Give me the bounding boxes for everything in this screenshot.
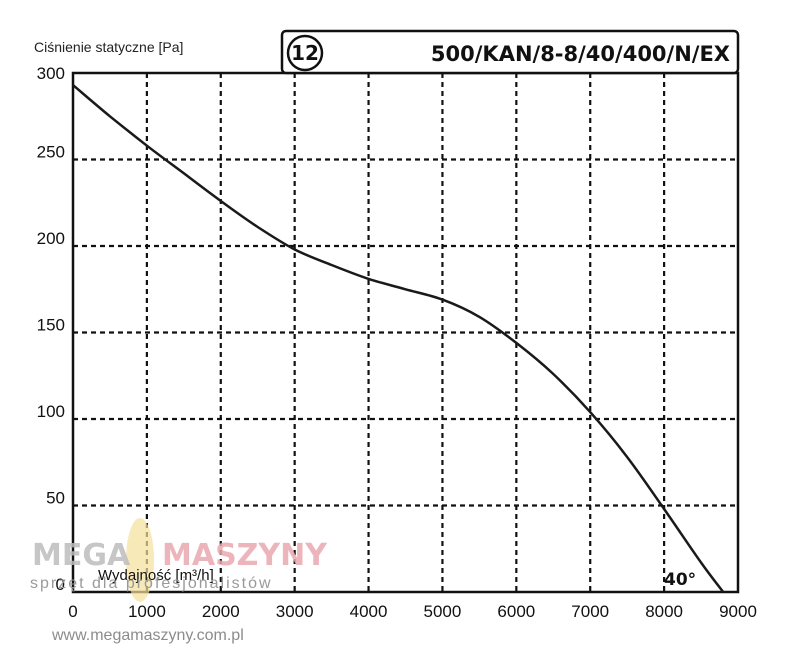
grid bbox=[73, 73, 738, 592]
curve-number: 12 bbox=[291, 41, 319, 65]
y-axis-label: Ciśnienie statyczne [Pa] bbox=[34, 39, 183, 55]
x-tick-label: 0 bbox=[68, 602, 77, 621]
blade-angle-label: 40° bbox=[664, 570, 696, 590]
watermark-logo-icon bbox=[126, 518, 154, 602]
x-tick-label: 2000 bbox=[202, 602, 240, 621]
x-tick-label: 8000 bbox=[645, 602, 683, 621]
y-tick-label: 50 bbox=[46, 489, 65, 508]
model-box bbox=[280, 29, 740, 75]
y-tick-label: 150 bbox=[37, 316, 65, 335]
x-tick-label: 1000 bbox=[128, 602, 166, 621]
x-tick-label: 6000 bbox=[497, 602, 535, 621]
model-label: 500/KAN/8-8/40/400/N/EX bbox=[431, 42, 730, 66]
x-tick-label: 3000 bbox=[276, 602, 314, 621]
series-line bbox=[72, 84, 725, 593]
watermark-brand-right: MASZYNY bbox=[162, 538, 328, 573]
axis-ticks: 0 1000 2000 3000 4000 5000 6000 7000 8000 9000 0 50… bbox=[37, 64, 757, 621]
curve-number-circle bbox=[286, 34, 324, 72]
watermark-tagline: sprzęt dla profesjonalistów bbox=[30, 575, 273, 592]
watermark-brand-left: MEGA bbox=[32, 538, 131, 573]
x-tick-label: 4000 bbox=[350, 602, 388, 621]
watermark-url: www.megamaszyny.com.pl bbox=[51, 627, 244, 644]
y-tick-label: 0 bbox=[56, 575, 65, 594]
y-tick-label: 100 bbox=[37, 402, 65, 421]
x-tick-label: 9000 bbox=[719, 602, 757, 621]
y-tick-label: 250 bbox=[37, 143, 65, 162]
y-tick-label: 200 bbox=[37, 229, 65, 248]
x-axis-label: Wydajność [m³/h] bbox=[98, 567, 214, 584]
watermark: MEGA MASZYNY Wydajność [m³/h] sprzęt dla… bbox=[30, 518, 328, 644]
y-tick-label: 300 bbox=[37, 64, 65, 83]
x-tick-label: 7000 bbox=[571, 602, 609, 621]
x-tick-label: 5000 bbox=[424, 602, 462, 621]
